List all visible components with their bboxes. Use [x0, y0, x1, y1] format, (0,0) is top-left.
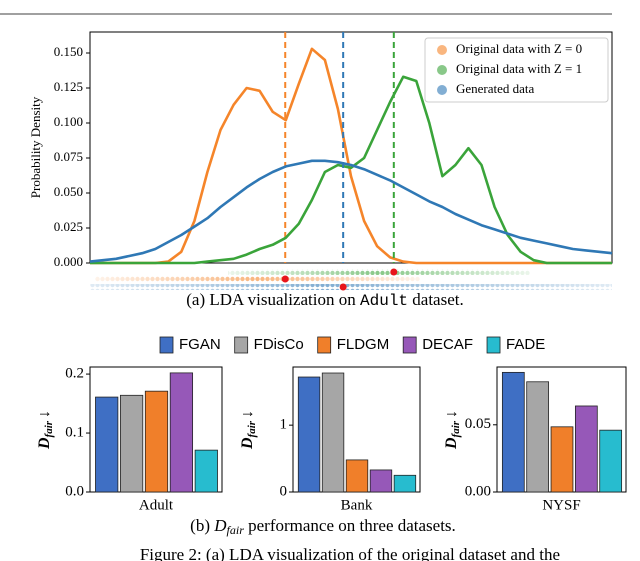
ylabel-arrow: ↓	[36, 410, 53, 418]
y-tick-label: 0.000	[54, 254, 83, 269]
y-tick-label: 0.05	[465, 416, 491, 432]
caption-part: fair	[227, 523, 245, 537]
ylabel-main: D	[36, 437, 53, 450]
legend-marker	[437, 65, 447, 75]
strip	[90, 284, 612, 290]
caption-part: D	[213, 516, 227, 535]
y-tick-label: 0.2	[65, 366, 84, 382]
mean-dot	[390, 268, 398, 276]
legend-label: Original data with Z = 0	[456, 41, 582, 56]
bar	[119, 394, 144, 493]
plot-frame	[89, 31, 613, 264]
y-tick-label: 0.125	[54, 79, 83, 94]
caption: (a) LDA visualization on Adult dataset.	[186, 290, 463, 310]
density-curve	[90, 47, 612, 265]
caption-part: dataset.	[408, 290, 464, 309]
sample-strips	[90, 269, 612, 290]
bar	[526, 381, 550, 493]
ylabel-main: D	[443, 437, 460, 450]
legend-label: FDisCo	[254, 336, 304, 353]
y-tick-label: 1	[280, 417, 288, 433]
legend-label: FGAN	[179, 336, 221, 353]
legend-swatch	[159, 336, 174, 354]
bar	[369, 469, 393, 493]
legend-label: DECAF	[422, 336, 473, 353]
bar	[599, 429, 623, 493]
y-tick-label: 0.050	[54, 184, 83, 199]
bar-legend: FGAN FDisCo FLDGM DECAF FADE	[159, 336, 545, 354]
bar	[95, 396, 119, 493]
legend-swatch	[486, 336, 501, 354]
density-curve	[89, 159, 613, 263]
figure-caption: Figure 2: (a) LDA visualization of the o…	[140, 545, 560, 561]
y-tick-label: 0.075	[54, 149, 83, 164]
bar	[321, 372, 345, 493]
strip	[95, 276, 420, 282]
caption-part: (a) LDA visualization on	[186, 290, 360, 309]
ylabel-main: D	[239, 437, 256, 450]
bar	[550, 426, 574, 493]
y-tick-label: 0	[280, 483, 288, 499]
legend-label: Original data with Z = 1	[456, 61, 582, 76]
y-tick-label: 0.00	[465, 483, 491, 499]
strip	[228, 269, 530, 275]
legend-box	[424, 37, 609, 103]
y-tick-label: 0.1	[65, 424, 84, 440]
bar	[169, 372, 194, 493]
caption: (b) Dfair performance on three datasets.	[190, 516, 456, 537]
x-axis-label: Bank	[341, 497, 373, 513]
bar	[345, 459, 369, 493]
bar	[144, 390, 169, 493]
legend: Original data with Z = 0 Original data wi…	[424, 37, 609, 103]
y-axis-label: Dfair ↓	[239, 410, 258, 450]
legend-marker	[437, 45, 447, 55]
legend-label: FLDGM	[337, 336, 390, 353]
ylabel-arrow: ↓	[443, 410, 460, 418]
ylabel-sub: fair	[450, 420, 462, 437]
x-axis-label: NYSF	[542, 497, 580, 513]
bar	[574, 405, 598, 493]
y-tick-label: 0.150	[54, 44, 83, 59]
bar	[393, 474, 417, 493]
y-axis-label: Dfair ↓	[36, 410, 55, 450]
bar	[194, 449, 218, 493]
y-axis-label: Dfair ↓	[443, 410, 462, 450]
legend-label: Generated data	[456, 81, 535, 96]
density-curve	[90, 75, 612, 265]
y-tick-label: 0.100	[54, 114, 83, 129]
legend-label: FADE	[506, 336, 545, 353]
bar	[501, 371, 525, 493]
legend-marker	[437, 85, 447, 95]
mean-dot	[281, 275, 289, 283]
legend-swatch	[234, 336, 249, 354]
mean-dot	[339, 283, 347, 291]
ylabel-sub: fair	[246, 420, 258, 437]
ylabel-arrow: ↓	[239, 410, 256, 418]
legend-swatch	[402, 336, 417, 354]
caption-part: (b)	[190, 516, 214, 535]
caption-part: performance on three datasets.	[244, 516, 456, 535]
caption-part: Adult	[360, 292, 408, 310]
y-tick-label: 0.025	[54, 219, 83, 234]
y-tick-label: 0.0	[65, 483, 84, 499]
legend-swatch	[317, 336, 332, 354]
x-axis-label: Adult	[139, 497, 174, 513]
y-axis-label: Probability Density	[28, 96, 43, 198]
ylabel-sub: fair	[43, 420, 55, 437]
bar	[297, 376, 321, 493]
